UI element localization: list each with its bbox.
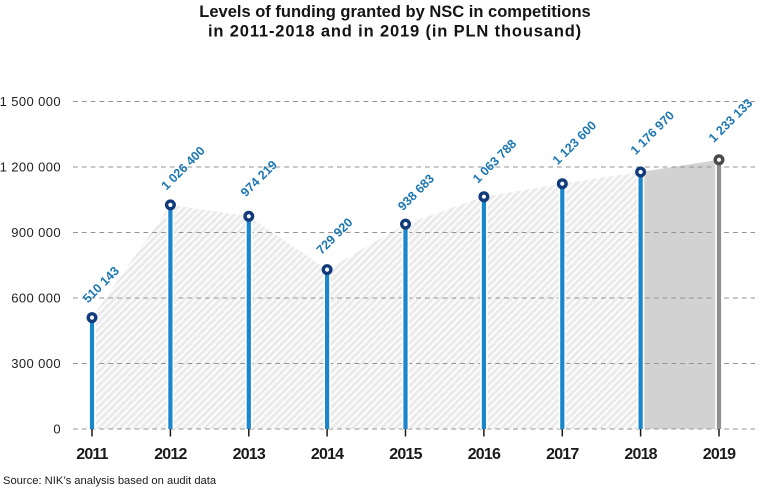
svg-text:2017: 2017 bbox=[546, 446, 579, 463]
svg-text:2016: 2016 bbox=[468, 446, 501, 463]
svg-text:2011: 2011 bbox=[76, 446, 108, 463]
svg-text:Levels of funding granted by N: Levels of funding granted by NSC in comp… bbox=[199, 3, 590, 21]
svg-text:2012: 2012 bbox=[154, 446, 187, 463]
svg-text:300 000: 300 000 bbox=[11, 356, 61, 371]
svg-text:2013: 2013 bbox=[233, 446, 266, 463]
svg-text:2014: 2014 bbox=[311, 446, 344, 463]
svg-text:900 000: 900 000 bbox=[11, 225, 61, 240]
svg-text:2018: 2018 bbox=[624, 446, 657, 463]
svg-text:600 000: 600 000 bbox=[11, 291, 61, 306]
svg-text:in 2011-2018 and in 2019 (in P: in 2011-2018 and in 2019 (in PLN thousan… bbox=[208, 23, 582, 41]
svg-text:0: 0 bbox=[53, 422, 61, 437]
svg-text:2019: 2019 bbox=[703, 446, 736, 463]
svg-text:1 500 000: 1 500 000 bbox=[0, 94, 61, 109]
svg-text:1 200 000: 1 200 000 bbox=[0, 160, 61, 175]
svg-text:2015: 2015 bbox=[389, 446, 422, 463]
svg-text:Source: NIK’s analysis based o: Source: NIK’s analysis based on audit da… bbox=[3, 475, 217, 487]
